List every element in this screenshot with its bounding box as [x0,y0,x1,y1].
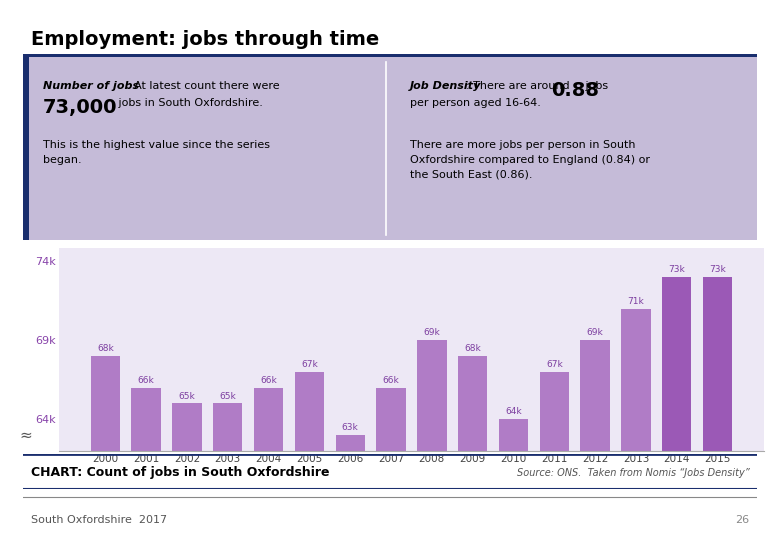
Text: Source: ONS.  Taken from Nomis “Jobs Density”: Source: ONS. Taken from Nomis “Jobs Dens… [516,468,750,478]
Bar [295,372,324,540]
Text: 69k: 69k [587,328,604,338]
Bar [662,277,692,540]
Bar [540,372,569,540]
Text: 67k: 67k [301,360,317,369]
Text: began.: began. [43,155,82,165]
Text: 63k: 63k [342,423,359,432]
Text: Oxfordshire compared to England (0.84) or: Oxfordshire compared to England (0.84) o… [410,155,650,165]
Text: 73k: 73k [668,265,685,274]
Text: CHART: Count of jobs in South Oxfordshire: CHART: Count of jobs in South Oxfordshir… [30,467,329,480]
Text: Employment: jobs through time: Employment: jobs through time [31,30,379,49]
Text: per person aged 16-64.: per person aged 16-64. [410,98,541,109]
Bar [622,308,651,540]
Text: Number of jobs: Number of jobs [43,81,139,91]
Text: 65k: 65k [219,392,236,401]
Bar [458,356,488,540]
Text: 73k: 73k [709,265,726,274]
Bar [131,388,161,540]
Bar [703,277,732,540]
Text: 73,000: 73,000 [43,98,118,117]
Bar [172,403,201,540]
Bar [254,388,283,540]
Text: : At latest count there were: : At latest count there were [127,81,280,91]
Text: 71k: 71k [628,296,644,306]
Bar [335,435,365,540]
Bar [213,403,243,540]
Text: 69k: 69k [424,328,440,338]
Text: jobs in South Oxfordshire.: jobs in South Oxfordshire. [115,98,263,109]
Text: There are more jobs per person in South: There are more jobs per person in South [410,140,635,151]
Bar [376,388,406,540]
Text: jobs: jobs [582,81,608,91]
Text: 66k: 66k [383,376,399,385]
Text: 26: 26 [735,515,750,525]
Text: 0.88: 0.88 [551,81,599,100]
Bar [417,340,447,540]
FancyBboxPatch shape [23,57,757,240]
Text: South Oxfordshire  2017: South Oxfordshire 2017 [30,515,167,525]
Text: 68k: 68k [464,344,481,353]
Text: ≈: ≈ [20,428,33,443]
Text: the South East (0.86).: the South East (0.86). [410,170,532,180]
Text: 67k: 67k [546,360,562,369]
Text: 68k: 68k [97,344,114,353]
Bar [580,340,610,540]
Text: : There are around: : There are around [466,81,573,91]
Bar [498,419,528,540]
Bar [90,356,120,540]
Text: 65k: 65k [179,392,195,401]
FancyBboxPatch shape [23,57,30,240]
Text: 66k: 66k [138,376,154,385]
Text: 66k: 66k [261,376,277,385]
Text: Job Density: Job Density [410,81,481,91]
Text: 64k: 64k [505,407,522,416]
Text: This is the highest value since the series: This is the highest value since the seri… [43,140,270,151]
